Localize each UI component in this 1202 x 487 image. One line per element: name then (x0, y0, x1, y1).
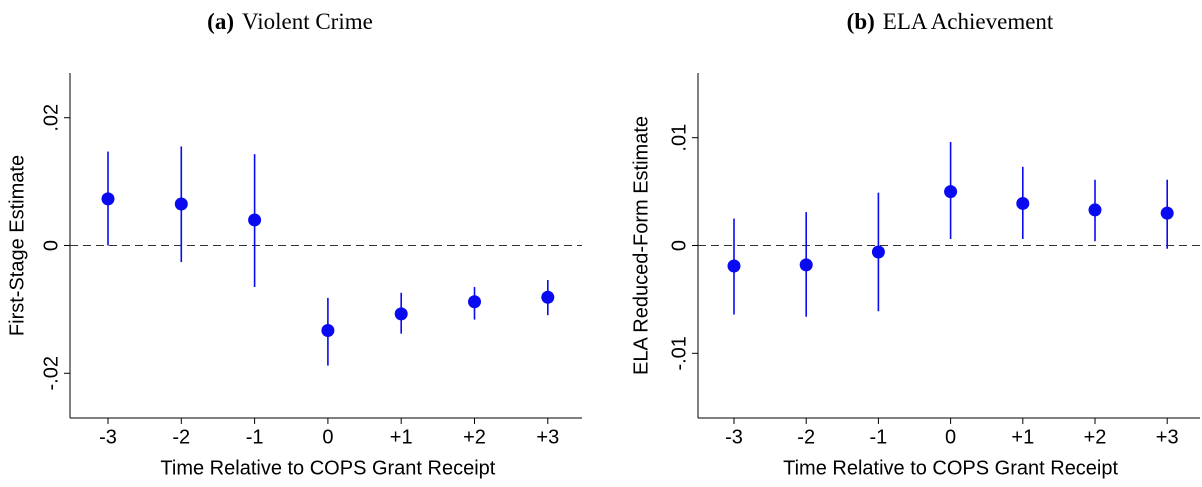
point (1088, 203, 1102, 217)
y-tick-label: 0 (668, 240, 690, 251)
y-tick-label: 0 (40, 240, 62, 251)
x-tick-label: 0 (945, 426, 956, 448)
panel-label: (a) (207, 9, 234, 34)
title-text: ELA Achievement (883, 9, 1054, 34)
x-axis-title: Time Relative to COPS Grant Receipt (160, 457, 495, 479)
x-tick-label: -1 (246, 426, 264, 448)
point (799, 258, 813, 272)
panel-title: (a) Violent Crime (207, 9, 373, 34)
panel: (b) ELA Achievement -.01 0 .01 -3 -2 -1 0 +1 +2 +3 T… (630, 9, 1200, 479)
x-tick-label: 0 (322, 426, 333, 448)
point (541, 290, 555, 304)
point (727, 259, 741, 273)
x-tick-label: +2 (1084, 426, 1107, 448)
x-tick-label: -3 (99, 426, 117, 448)
y-axis-title: First-Stage Estimate (6, 155, 28, 336)
point (174, 197, 188, 211)
y-tick-label: .01 (668, 124, 690, 152)
point (1160, 206, 1174, 220)
point (394, 307, 408, 321)
x-tick-label: +2 (463, 426, 486, 448)
y-tick-label: .02 (40, 104, 62, 132)
x-tick-label: +3 (536, 426, 559, 448)
x-tick-label: -2 (797, 426, 815, 448)
point (248, 213, 262, 227)
y-tick-label: -.02 (40, 356, 62, 390)
x-axis-title: Time Relative to COPS Grant Receipt (783, 457, 1118, 479)
x-tick-label: +1 (1011, 426, 1034, 448)
title-text: Violent Crime (242, 9, 373, 34)
panel-title: (b) ELA Achievement (847, 9, 1054, 34)
panel: (a) Violent Crime -.02 0 .02 -3 -2 -1 0 +1 +2 +3 Tim… (6, 9, 582, 479)
y-axis-title: ELA Reduced-Form Estimate (630, 116, 652, 375)
point (468, 295, 481, 309)
x-tick-label: -3 (725, 426, 743, 448)
point (1016, 196, 1030, 210)
x-tick-label: +3 (1156, 426, 1179, 448)
point (101, 192, 115, 206)
x-tick-label: -2 (172, 426, 190, 448)
point (944, 185, 958, 199)
point (871, 245, 885, 259)
x-tick-label: +1 (390, 426, 413, 448)
y-tick-label: -.01 (668, 336, 690, 370)
point (321, 323, 335, 337)
x-tick-label: -1 (870, 426, 888, 448)
panel-label: (b) (847, 9, 875, 34)
